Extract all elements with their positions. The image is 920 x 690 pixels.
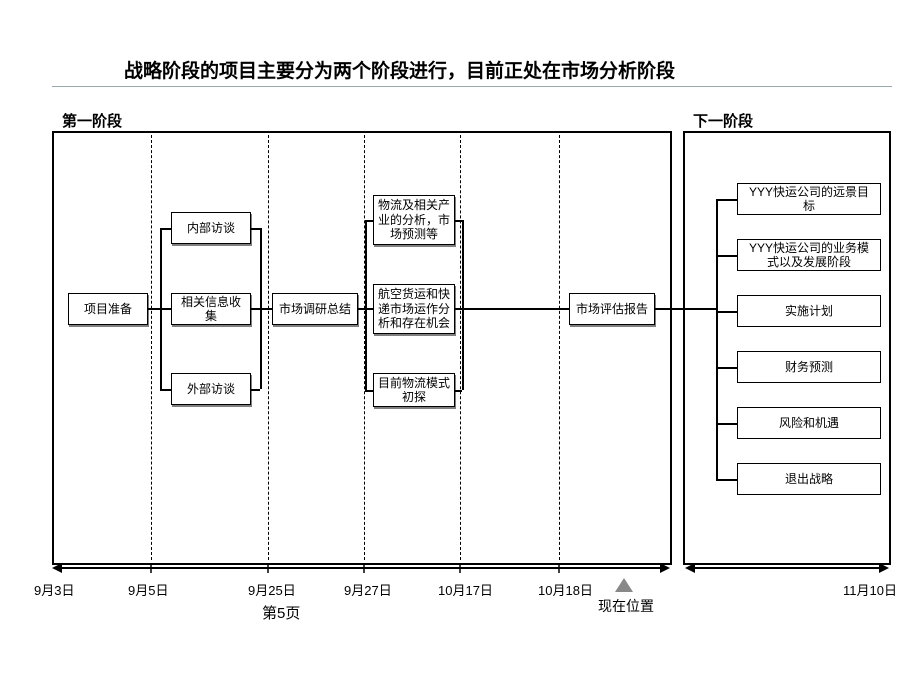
now-marker-icon (615, 578, 633, 592)
timeline-date: 11月10日 (843, 580, 897, 599)
timeline-date: 9月5日 (128, 580, 168, 599)
timeline-date: 10月17日 (438, 580, 493, 599)
timeline-date: 10月18日 (538, 580, 593, 599)
timeline-date: 9月3日 (34, 580, 74, 599)
now-label: 现在位置 (598, 596, 654, 616)
timeline-date: 9月27日 (344, 580, 392, 599)
page-number: 第5页 (262, 602, 300, 623)
timeline-date: 9月25日 (248, 580, 296, 599)
